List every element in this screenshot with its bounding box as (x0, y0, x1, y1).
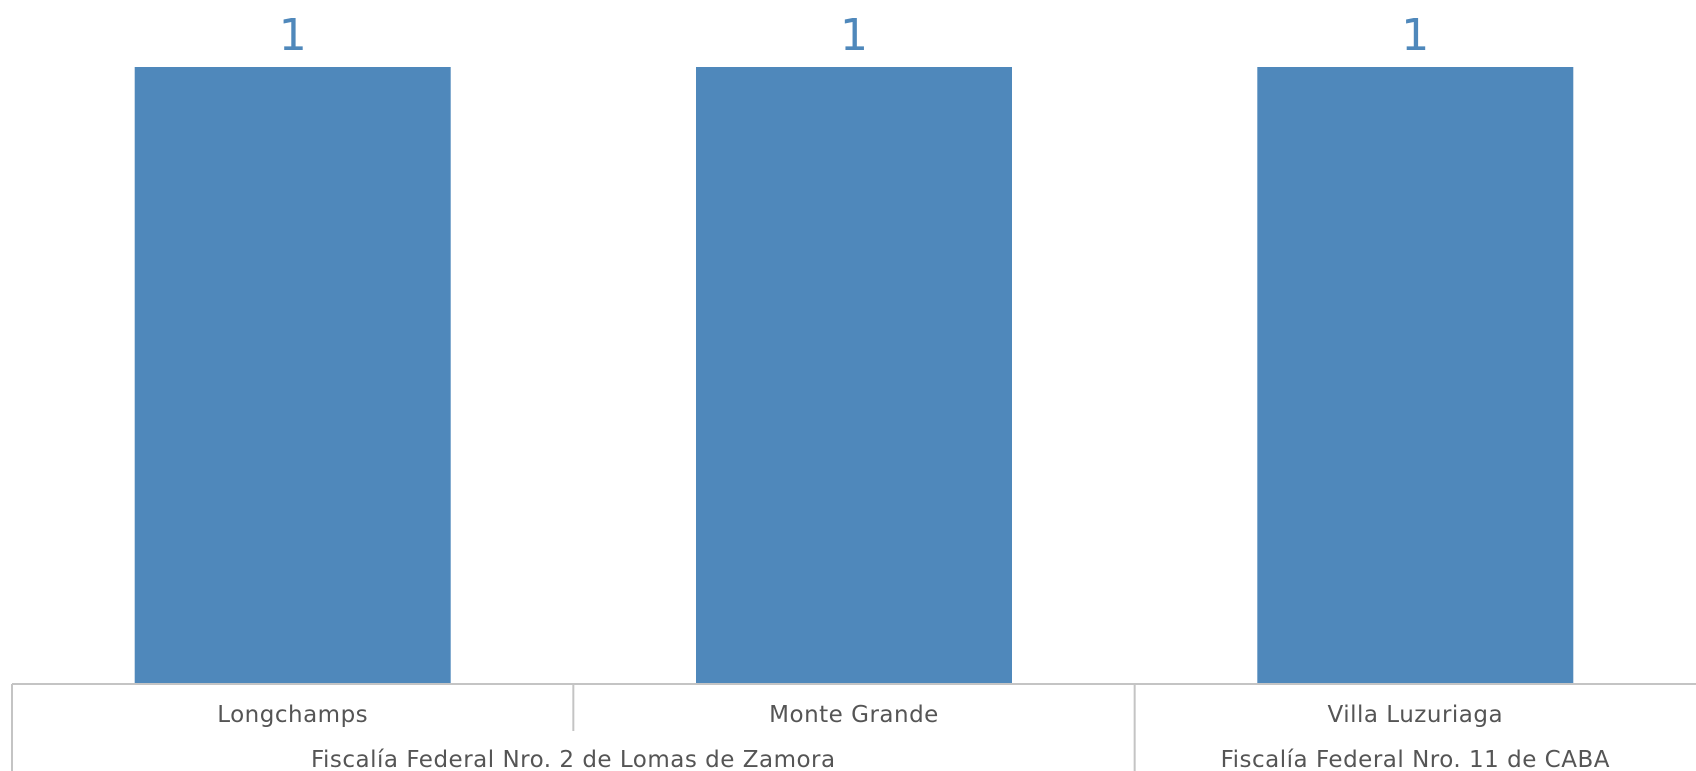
value-labels-layer: 1 1 1 (279, 10, 1430, 61)
value-label-monte-grande: 1 (840, 10, 868, 61)
bar-longchamps (134, 67, 451, 684)
category-label-villa-luzuriaga: Villa Luzuriaga (1328, 702, 1504, 728)
category-axis (11, 683, 1696, 771)
bar-monte-grande (696, 67, 1012, 684)
value-label-villa-luzuriaga: 1 (1401, 10, 1429, 61)
category-label-longchamps: Longchamps (217, 702, 368, 728)
group-labels: Fiscalía Federal Nro. 2 de Lomas de Zamo… (311, 747, 1610, 771)
category-label-monte-grande: Monte Grande (769, 702, 939, 728)
group-label-1: Fiscalía Federal Nro. 2 de Lomas de Zamo… (311, 747, 836, 771)
value-label-longchamps: 1 (279, 10, 307, 61)
bar-villa-luzuriaga (1257, 67, 1574, 684)
group-label-2: Fiscalía Federal Nro. 11 de CABA (1221, 747, 1610, 771)
bars-layer (134, 67, 1574, 684)
category-labels: Longchamps Monte Grande Villa Luzuriaga (217, 702, 1504, 728)
